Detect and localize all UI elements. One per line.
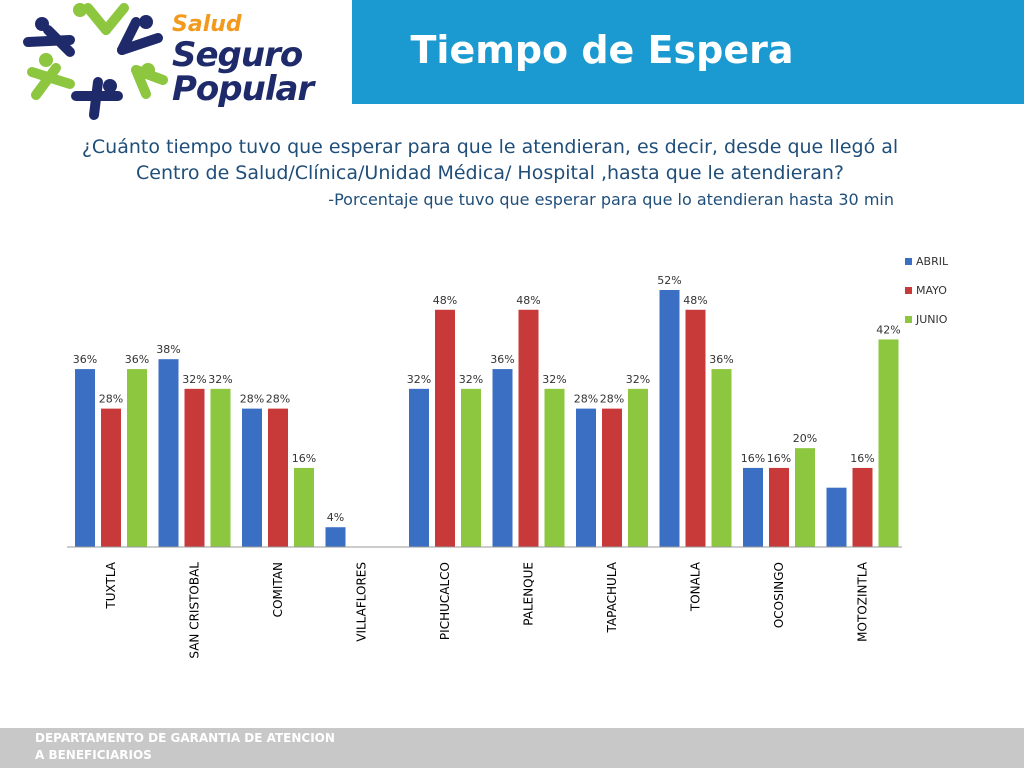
bar-abril-0 [75,369,95,547]
bar-junio-8 [795,448,815,547]
x-tick-label: PALENQUE [522,562,536,626]
subtitle-note: -Porcentaje que tuvo que esperar para qu… [328,190,894,209]
data-label: 42% [876,323,900,336]
data-label: 32% [407,373,431,386]
data-label: 28% [266,393,290,406]
data-label: 20% [793,432,817,445]
data-label: 48% [683,294,707,307]
bar-mayo-5 [518,309,539,547]
legend-swatch-abril [905,258,912,265]
bar-abril-3 [325,527,346,547]
bar-abril-9 [826,487,847,547]
brand-salud: Salud [172,12,242,37]
bar-junio-4 [461,388,481,547]
data-label: 28% [99,393,123,406]
data-label: 52% [657,274,681,287]
legend-swatch-junio [905,316,912,323]
data-label: 16% [767,452,791,465]
bar-mayo-6 [602,408,622,547]
x-tick-label: PICHUCALCO [438,562,452,640]
bar-mayo-4 [435,309,455,547]
x-tick-label: TAPACHULA [605,561,619,633]
legend-label-junio: JUNIO [915,313,948,326]
footer-text: DEPARTAMENTO DE GARANTIA DE ATENCION A B… [35,730,335,764]
data-label: 4% [327,511,344,524]
bar-junio-6 [628,388,648,547]
data-label: 36% [73,353,97,366]
bar-mayo-9 [852,467,873,547]
bar-junio-1 [210,388,231,547]
data-label: 36% [490,353,514,366]
bar-abril-5 [492,369,513,547]
bar-mayo-0 [101,408,121,547]
data-label: 32% [459,373,483,386]
data-label: 32% [182,373,206,386]
data-label: 28% [574,393,598,406]
bar-mayo-2 [268,408,288,547]
x-tick-label: COMITAN [271,562,285,617]
bar-abril-1 [158,359,179,547]
footer-line-1: DEPARTAMENTO DE GARANTIA DE ATENCION [35,731,335,745]
bar-abril-2 [242,408,262,547]
x-tick-label: SAN CRISTOBAL [188,562,202,659]
bar-junio-9 [878,339,899,547]
bar-abril-8 [743,467,763,547]
data-label: 32% [208,373,232,386]
data-label: 32% [542,373,566,386]
footer-line-2: A BENEFICIARIOS [35,748,152,762]
data-label: 48% [516,294,540,307]
bar-mayo-1 [184,388,205,547]
survey-question: ¿Cuánto tiempo tuvo que esperar para que… [81,136,899,184]
bar-junio-7 [711,369,732,547]
legend-swatch-mayo [905,287,912,294]
logo-people-icon [23,3,168,120]
brand-seguro: Seguro [172,35,303,75]
x-tick-label: VILLAFLORES [355,562,369,642]
bar-mayo-7 [685,309,706,547]
bar-junio-0 [127,369,147,547]
x-tick-label: TONALA [689,561,703,612]
data-label: 48% [433,294,457,307]
page-title: Tiempo de Espera [410,28,794,72]
legend-label-abril: ABRIL [916,255,949,268]
x-tick-label: TUXTLA [104,561,118,609]
bar-junio-2 [294,467,314,547]
data-label: 32% [626,373,650,386]
header-bar [352,0,1024,104]
x-tick-label: OCOSINGO [772,562,786,628]
data-label: 28% [240,393,264,406]
x-tick-label: MOTOZINTLA [856,561,870,642]
footer-bar [0,728,1024,768]
data-label: 36% [709,353,733,366]
data-label: 36% [125,353,149,366]
data-label: 16% [850,452,874,465]
data-label: 28% [600,393,624,406]
brand-popular: Popular [172,69,314,109]
bar-abril-7 [659,290,680,547]
data-label: 16% [741,452,765,465]
brand-logo-text: Salud Seguro Popular [172,12,314,109]
legend-label-mayo: MAYO [916,284,947,297]
data-label: 38% [156,343,180,356]
data-label: 16% [292,452,316,465]
bar-abril-6 [576,408,596,547]
bar-abril-4 [409,388,429,547]
bar-junio-5 [544,388,565,547]
bar-mayo-8 [769,467,789,547]
